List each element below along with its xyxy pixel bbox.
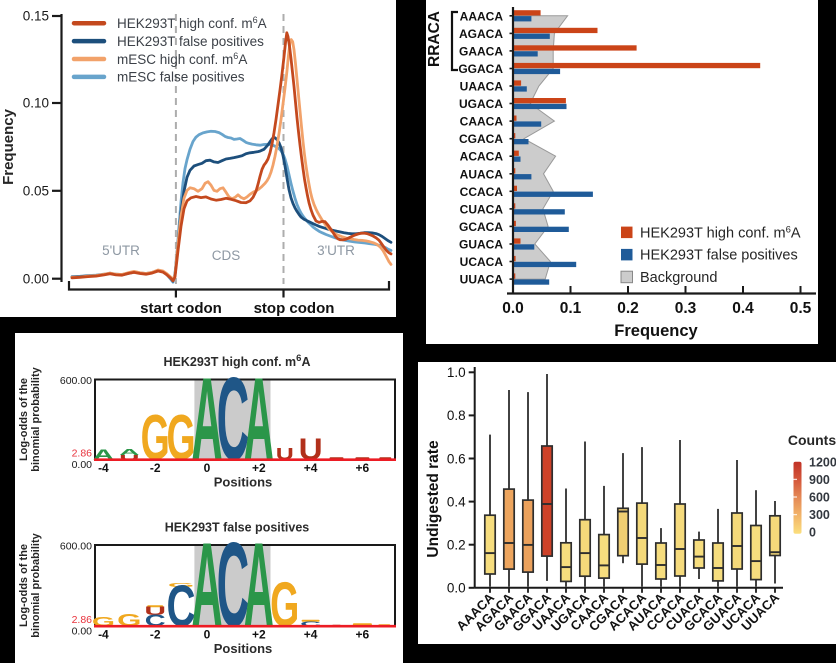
svg-text:0.8: 0.8 (447, 408, 466, 423)
svg-text:0.4: 0.4 (732, 300, 754, 317)
svg-text:+2: +2 (252, 461, 266, 475)
svg-text:GUACA: GUACA (459, 238, 503, 252)
svg-text:CCACA: CCACA (460, 185, 504, 199)
svg-text:0.0: 0.0 (447, 581, 466, 596)
svg-text:GCACA: GCACA (459, 220, 503, 234)
svg-text:CUACA: CUACA (460, 202, 504, 216)
svg-text:600.00: 600.00 (60, 375, 92, 387)
svg-text:HEK293T false positives: HEK293T false positives (117, 34, 264, 49)
svg-text:U: U (144, 604, 166, 617)
svg-text:0: 0 (204, 628, 211, 642)
svg-text:Background: Background (640, 270, 717, 286)
svg-text:0.4: 0.4 (447, 494, 466, 509)
svg-text:2.86: 2.86 (72, 448, 93, 460)
svg-text:C: C (167, 573, 196, 639)
svg-text:C: C (217, 519, 250, 653)
svg-text:600.00: 600.00 (60, 541, 92, 553)
svg-text:0.0: 0.0 (502, 300, 524, 317)
svg-text:5'UTR: 5'UTR (102, 243, 140, 258)
svg-text:AUACA: AUACA (460, 167, 504, 181)
svg-text:+6: +6 (356, 628, 370, 642)
svg-text:stop codon: stop codon (254, 300, 335, 317)
svg-text:0: 0 (204, 461, 211, 475)
svg-text:Log-odds of thebinomial probab: Log-odds of thebinomial probability (18, 366, 42, 471)
svg-text:A: A (244, 353, 274, 485)
svg-text:Counts: Counts (788, 432, 836, 448)
svg-text:Positions: Positions (214, 641, 273, 656)
svg-text:0.6: 0.6 (447, 451, 466, 466)
svg-text:G: G (167, 402, 196, 474)
svg-text:-4: -4 (98, 461, 109, 475)
svg-text:GAACA: GAACA (459, 44, 503, 58)
svg-text:HEK293T false positives: HEK293T false positives (165, 521, 310, 535)
svg-text:2.86: 2.86 (72, 614, 93, 626)
svg-text:CGACA: CGACA (459, 132, 503, 146)
svg-text:Positions: Positions (214, 475, 273, 490)
svg-text:0.2: 0.2 (447, 538, 466, 553)
svg-text:HEK293T high conf. m6A: HEK293T high conf. m6A (164, 353, 311, 369)
svg-text:UCACA: UCACA (460, 255, 504, 269)
svg-text:0.1: 0.1 (560, 300, 582, 317)
svg-text:AGACA: AGACA (459, 27, 503, 41)
svg-text:A: A (191, 520, 222, 653)
svg-text:-2: -2 (150, 628, 161, 642)
svg-text:1200: 1200 (809, 455, 836, 469)
svg-text:HEK293T false positives: HEK293T false positives (640, 248, 798, 264)
svg-text:Frequency: Frequency (0, 108, 17, 185)
svg-text:UUACA: UUACA (460, 273, 504, 287)
svg-text:G: G (141, 402, 170, 474)
svg-text:HEK293T high conf. m6A: HEK293T high conf. m6A (117, 15, 267, 31)
svg-text:start codon: start codon (140, 300, 222, 317)
svg-text:3'UTR: 3'UTR (317, 243, 355, 258)
svg-text:300: 300 (809, 508, 830, 522)
svg-text:0.5: 0.5 (790, 300, 812, 317)
svg-text:A: A (244, 518, 274, 651)
svg-text:HEK293T high conf. m6A: HEK293T high conf. m6A (640, 224, 801, 241)
svg-text:0: 0 (809, 526, 816, 540)
svg-text:600: 600 (809, 491, 830, 505)
svg-text:0.00: 0.00 (72, 459, 93, 471)
svg-text:0.10: 0.10 (23, 96, 49, 111)
svg-text:1.0: 1.0 (447, 365, 466, 380)
svg-text:Frequency: Frequency (614, 322, 698, 340)
svg-text:CDS: CDS (212, 248, 241, 263)
svg-text:G: G (270, 570, 299, 641)
svg-text:AAACA: AAACA (460, 9, 504, 23)
svg-text:+6: +6 (356, 461, 370, 475)
svg-text:Undigested rate: Undigested rate (425, 440, 442, 558)
svg-text:UGACA: UGACA (459, 97, 503, 111)
svg-text:0.15: 0.15 (23, 9, 49, 24)
svg-text:+2: +2 (252, 628, 266, 642)
svg-text:A: A (191, 354, 222, 485)
svg-text:0.05: 0.05 (23, 184, 49, 199)
svg-text:mESC false positives: mESC false positives (117, 70, 245, 85)
svg-text:0.00: 0.00 (23, 271, 49, 286)
svg-text:-4: -4 (98, 628, 109, 642)
svg-text:C: C (217, 353, 250, 485)
svg-text:A: A (119, 448, 139, 457)
svg-text:+4: +4 (304, 628, 318, 642)
svg-text:GGACA: GGACA (458, 62, 503, 76)
svg-text:900: 900 (809, 473, 830, 487)
svg-text:0.3: 0.3 (675, 300, 697, 317)
svg-text:mESC high conf. m6A: mESC high conf. m6A (117, 51, 247, 67)
svg-text:0.2: 0.2 (617, 300, 639, 317)
svg-text:CAACA: CAACA (460, 115, 504, 129)
svg-text:0.00: 0.00 (72, 626, 93, 638)
svg-text:ACACA: ACACA (460, 150, 504, 164)
svg-text:-2: -2 (150, 461, 161, 475)
svg-text:C: C (300, 621, 321, 628)
svg-text:G: G (168, 582, 195, 588)
svg-text:+4: +4 (304, 461, 318, 475)
svg-text:U: U (119, 454, 139, 461)
svg-text:RRACA: RRACA (426, 11, 443, 67)
svg-text:UAACA: UAACA (460, 80, 504, 94)
svg-text:Log-odds of thebinomial probab: Log-odds of thebinomial probability (18, 532, 42, 637)
